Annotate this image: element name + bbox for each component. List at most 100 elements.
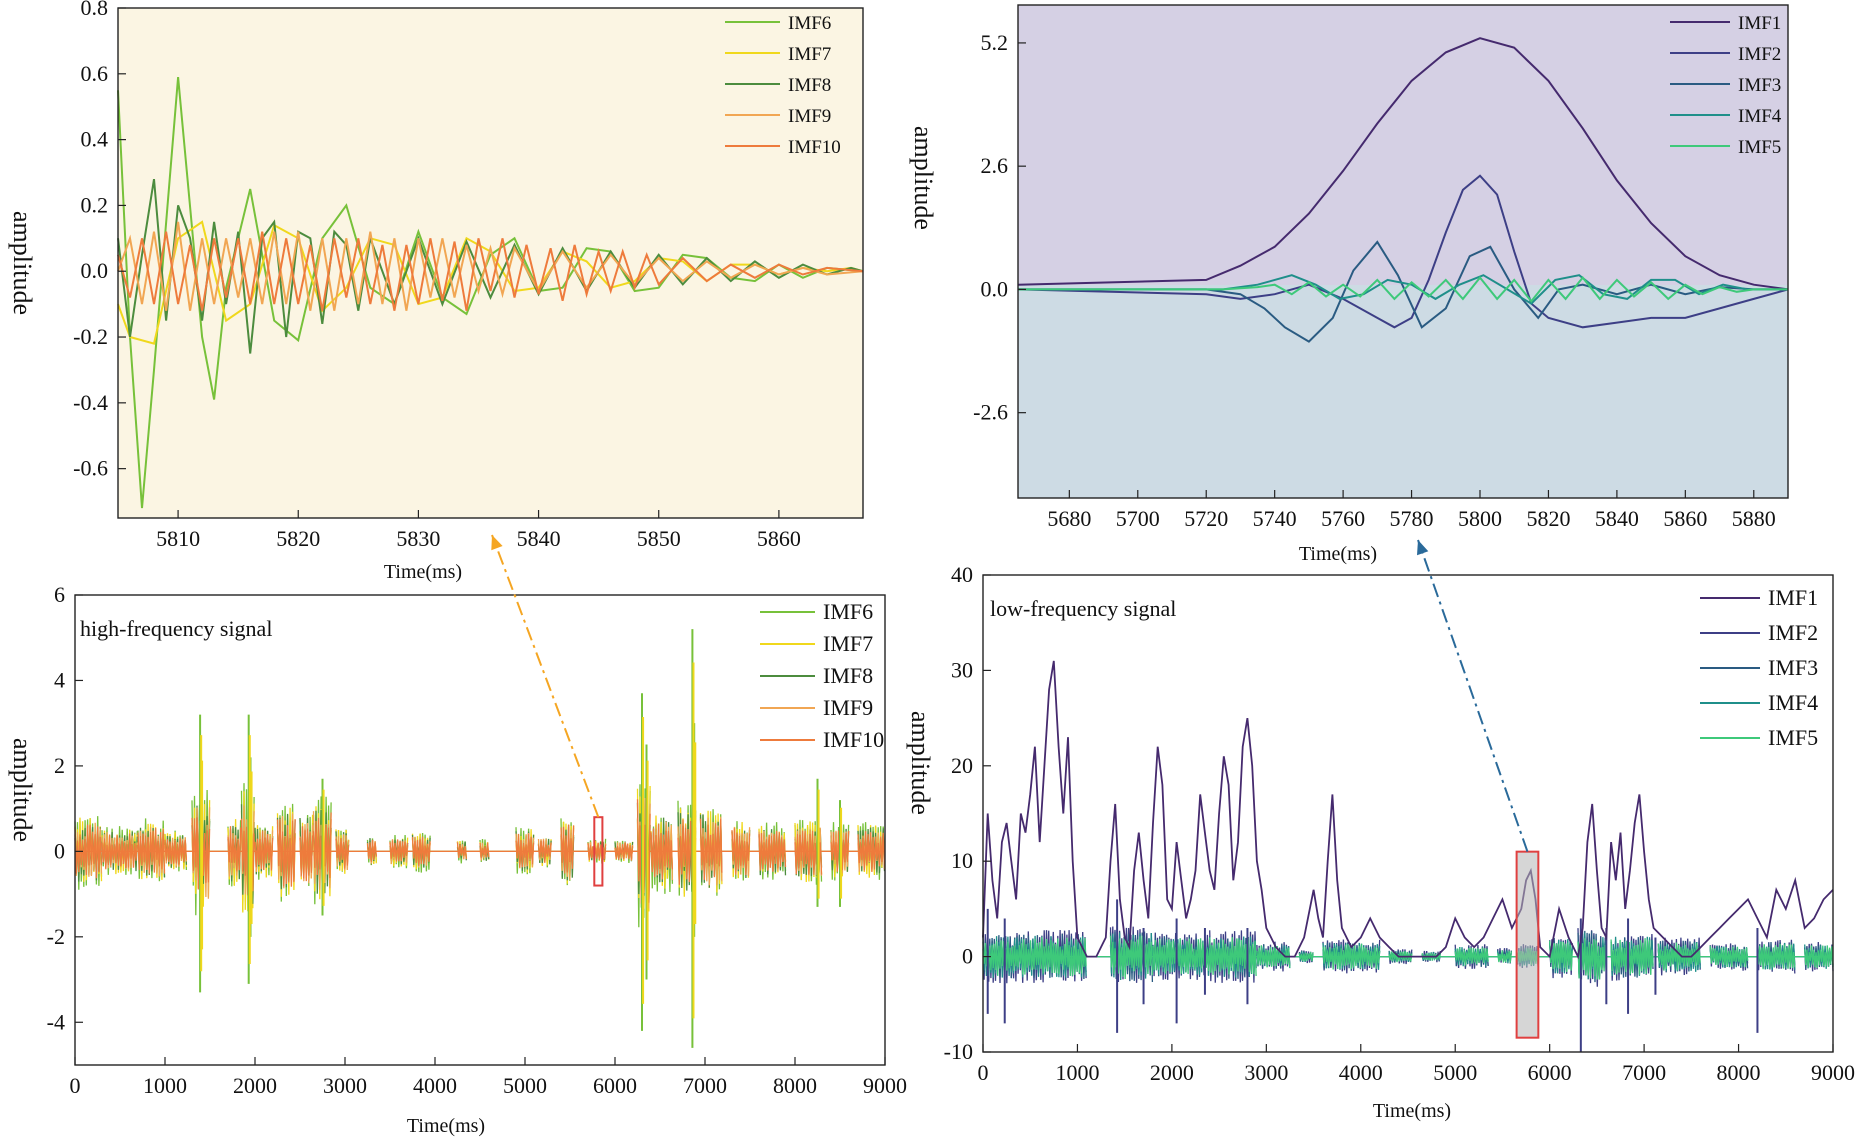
- x-tick-label: 1000: [143, 1073, 187, 1098]
- x-tick-label: 4000: [413, 1073, 457, 1098]
- y-tick-label: 6: [54, 582, 65, 607]
- legend-label: IMF1: [1768, 585, 1818, 610]
- panel-high-frequency-zoom: 5810 5820 5830 5840 5850 5860 0.8 0.6 0.4 0.2 0.0 -…: [8, 0, 864, 583]
- y-tick-label: 0.2: [81, 192, 109, 217]
- x-tick-label: 5680: [1047, 506, 1091, 531]
- legend-label: IMF9: [823, 695, 873, 720]
- legend-label: IMF4: [1768, 690, 1818, 715]
- y-tick-label: 0.8: [81, 0, 109, 20]
- y-tick-label: -0.4: [73, 390, 108, 415]
- x-tick-label: 5000: [1433, 1060, 1477, 1085]
- connector-arrow-low: [1417, 539, 1529, 852]
- x-tick-label: 5880: [1732, 506, 1776, 531]
- plot-frame: [74, 594, 886, 1066]
- x-axis-label: Time(ms): [407, 1115, 485, 1137]
- x-tick-label: 7000: [1622, 1060, 1666, 1085]
- y-tick-label: 5.2: [981, 30, 1009, 55]
- y-tick-label: -2: [47, 924, 65, 949]
- x-tick-label: 5810: [156, 526, 200, 551]
- x-tick-label: 4000: [1339, 1060, 1383, 1085]
- x-tick-label: 5780: [1390, 506, 1434, 531]
- x-tick-label: 7000: [683, 1073, 727, 1098]
- series-line-imf5: [1018, 276, 1788, 303]
- x-tick-label: 5800: [1458, 506, 1502, 531]
- connector-arrow-high-head: [491, 535, 503, 551]
- x-tick-label: 5850: [637, 526, 681, 551]
- panel-high-frequency-signal: 0 1000 2000 3000 4000 5000 6000 7000 8000 9000 6 4 2…: [8, 582, 907, 1137]
- x-tick-label: 5830: [396, 526, 440, 551]
- legend-label: IMF7: [788, 44, 831, 65]
- legend-label: IMF6: [788, 13, 831, 34]
- legend-label: IMF2: [1738, 44, 1781, 65]
- y-tick-label: 20: [951, 753, 973, 778]
- panel-low-frequency-zoom: 5680 5700 5720 5740 5760 5780 5800 5820 5840 5860…: [909, 4, 1789, 565]
- x-tick-label: 0: [70, 1073, 81, 1098]
- y-axis-label: amplitude: [906, 711, 935, 815]
- y-tick-label: 0.6: [81, 61, 109, 86]
- x-tick-label: 6000: [1528, 1060, 1572, 1085]
- x-tick-label: 3000: [323, 1073, 367, 1098]
- series-line-imf8: [117, 178, 864, 354]
- x-tick-label: 6000: [593, 1073, 637, 1098]
- legend-label: IMF6: [823, 599, 873, 624]
- panel-annotation: high-frequency signal: [80, 616, 272, 641]
- legend-label: IMF7: [823, 631, 873, 656]
- series-line-imf10: [117, 231, 864, 311]
- x-tick-label: 1000: [1055, 1060, 1099, 1085]
- x-tick-label: 5740: [1253, 506, 1297, 531]
- plot-frame: [117, 7, 864, 519]
- y-tick-label: 40: [951, 562, 973, 587]
- legend-label: IMF8: [823, 663, 873, 688]
- x-tick-label: 9000: [863, 1073, 907, 1098]
- legend: IMF1 IMF2 IMF3 IMF4 IMF5: [1670, 13, 1782, 158]
- x-tick-label: 2000: [1150, 1060, 1194, 1085]
- legend-label: IMF10: [788, 137, 841, 158]
- y-axis-label: amplitude: [909, 126, 938, 230]
- y-tick-label: 30: [951, 657, 973, 682]
- legend: IMF1 IMF2 IMF3 IMF4 IMF5: [1700, 585, 1818, 750]
- y-tick-label: -0.2: [73, 324, 108, 349]
- y-axis-label: amplitude: [8, 738, 37, 842]
- series-line-imf6: [117, 77, 864, 509]
- x-tick-label: 5820: [1526, 506, 1570, 531]
- y-tick-label: 0.0: [81, 258, 109, 283]
- x-tick-label: 8000: [1717, 1060, 1761, 1085]
- y-tick-label: 10: [951, 848, 973, 873]
- x-tick-label: 3000: [1244, 1060, 1288, 1085]
- legend-label: IMF8: [788, 75, 831, 96]
- series-line-imf1: [982, 660, 1834, 960]
- series-line-imf3: [1018, 240, 1788, 343]
- x-tick-label: 5860: [1663, 506, 1707, 531]
- legend-label: IMF4: [1738, 106, 1782, 127]
- panel-annotation: low-frequency signal: [990, 596, 1176, 621]
- highlight-box: [1515, 850, 1540, 1039]
- x-tick-label: 5840: [1595, 506, 1639, 531]
- x-tick-label: 0: [978, 1060, 989, 1085]
- x-tick-label: 8000: [773, 1073, 817, 1098]
- x-tick-label: 5720: [1184, 506, 1228, 531]
- x-tick-label: 5860: [757, 526, 801, 551]
- y-tick-label: -0.6: [73, 456, 108, 481]
- y-tick-label: -2.6: [973, 400, 1008, 425]
- x-tick-label: 5000: [503, 1073, 547, 1098]
- y-tick-label: 0: [962, 944, 973, 969]
- y-tick-label: 0.4: [81, 127, 109, 152]
- connector-arrow-low-head: [1417, 540, 1429, 556]
- plot-area-background-upper: [1018, 5, 1788, 285]
- legend: IMF6 IMF7 IMF8 IMF9 IMF10: [725, 13, 841, 158]
- y-tick-label: 2.6: [981, 153, 1009, 178]
- y-tick-label: 2: [54, 753, 65, 778]
- x-tick-label: 5700: [1116, 506, 1160, 531]
- series-line-imf1: [1017, 37, 1789, 291]
- y-tick-label: 0.0: [981, 276, 1009, 301]
- x-tick-label: 5760: [1321, 506, 1365, 531]
- legend-label: IMF3: [1738, 75, 1781, 96]
- plot-frame: [982, 574, 1834, 1053]
- legend: IMF6 IMF7 IMF8 IMF9 IMF10: [760, 599, 884, 752]
- plot-area-background-lower: [1018, 285, 1788, 498]
- legend-label: IMF3: [1768, 655, 1818, 680]
- legend-label: IMF2: [1768, 620, 1818, 645]
- plot-frame: [1017, 4, 1789, 499]
- y-tick-label: -4: [47, 1009, 65, 1034]
